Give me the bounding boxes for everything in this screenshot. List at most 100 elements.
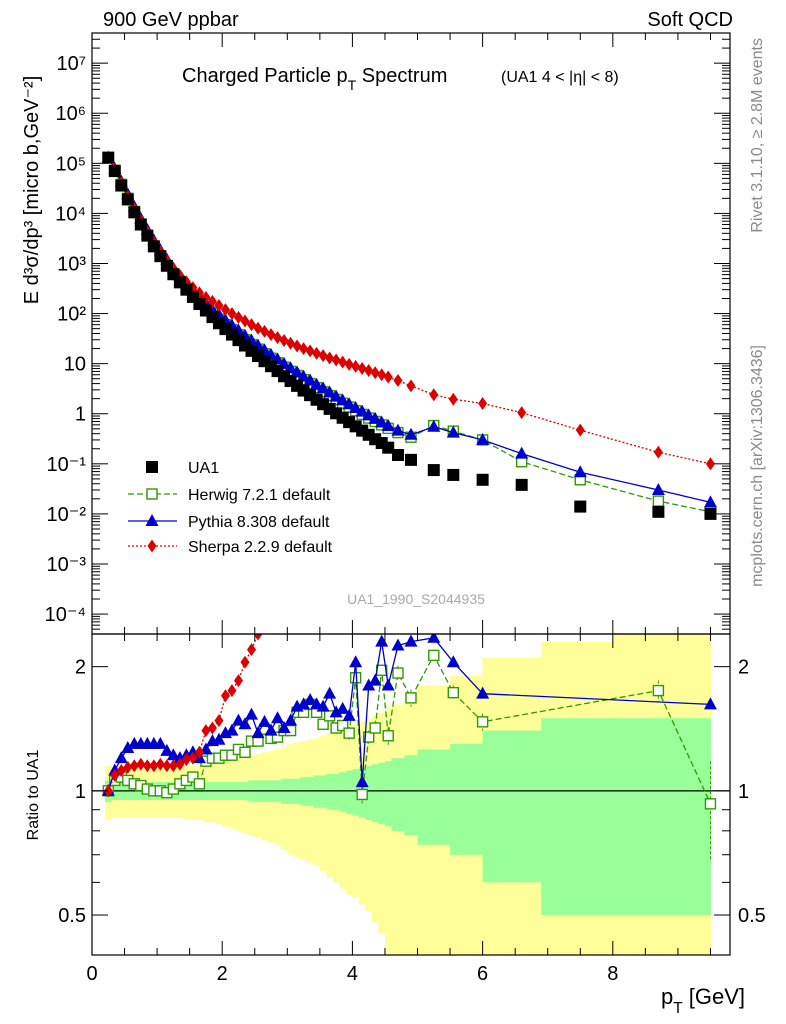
main-point xyxy=(286,336,296,350)
ratio-point xyxy=(271,731,284,743)
ratio-frame xyxy=(91,633,731,956)
ratio-point xyxy=(233,674,243,688)
ratio-point xyxy=(316,699,330,712)
ratio-point xyxy=(323,686,337,699)
ratio-point xyxy=(382,730,394,742)
main-point xyxy=(312,346,322,360)
legend-marker xyxy=(145,514,159,526)
main-point xyxy=(323,385,337,398)
ratio-band-inner-bin xyxy=(384,761,392,827)
ratio-point xyxy=(227,684,237,698)
main-point xyxy=(252,350,265,363)
ratio-point xyxy=(428,649,440,662)
ratio-point xyxy=(187,771,199,783)
main-point xyxy=(290,365,304,378)
main-point xyxy=(344,357,354,371)
ratio-point xyxy=(110,768,120,782)
ratio-point xyxy=(239,746,251,759)
main-point xyxy=(273,331,283,345)
main-point xyxy=(405,453,417,466)
main-point xyxy=(429,388,439,402)
y-tick-label-ratio-right: 2 xyxy=(738,657,749,679)
main-point xyxy=(705,457,715,471)
main-point xyxy=(370,366,380,380)
x-axis-label: pT [GeV] xyxy=(661,984,745,1017)
ratio-band-inner-bin xyxy=(417,749,451,845)
ratio-point xyxy=(342,708,356,721)
ratio-point xyxy=(238,717,252,730)
main-point xyxy=(653,445,663,459)
ratio-point xyxy=(181,753,191,767)
main-point xyxy=(393,374,403,388)
ratio-band-inner-bin xyxy=(332,773,340,810)
main-point xyxy=(108,165,121,178)
main-point xyxy=(214,298,224,312)
ratio-point xyxy=(251,726,265,739)
ratio-point xyxy=(193,778,206,790)
ratio-point xyxy=(362,731,375,743)
ratio-point xyxy=(226,749,238,761)
ratio-point xyxy=(405,692,417,704)
ratio-point xyxy=(355,775,369,788)
ratio-point xyxy=(284,713,298,726)
y-tick-label-ratio-right: 0.5 xyxy=(738,905,766,927)
main-point xyxy=(297,369,311,382)
ratio-point xyxy=(155,757,165,771)
ratio-point xyxy=(362,678,376,691)
header-right: Soft QCD xyxy=(647,9,733,31)
main-series-sherpa xyxy=(103,151,715,471)
legend-marker xyxy=(147,539,157,553)
ratio-point xyxy=(168,759,178,773)
main-point xyxy=(381,418,395,431)
main-point xyxy=(310,377,324,390)
ratio-series-layer xyxy=(92,613,730,860)
main-point xyxy=(427,464,440,477)
y-axis-label-ratio: Ratio to UA1 xyxy=(25,750,42,841)
ratio-band-inner-bin xyxy=(313,775,321,808)
ratio-band-inner-bin xyxy=(612,718,711,916)
side-label-mcplots: mcplots.cern.ch [arXiv:1306.3436] xyxy=(749,345,766,587)
main-point xyxy=(355,404,369,417)
ratio-band-inner-bin xyxy=(352,768,360,816)
ratio-point xyxy=(260,613,269,626)
ratio-point xyxy=(153,736,167,749)
ratio-band-inner-bin xyxy=(404,755,419,836)
main-point xyxy=(383,370,393,384)
main-point xyxy=(382,441,395,454)
ratio-point xyxy=(149,759,159,773)
y-tick-label-main: 10⁵ xyxy=(55,153,86,175)
ratio-point xyxy=(297,697,311,710)
ratio-point xyxy=(258,714,272,727)
ratio-point xyxy=(375,634,389,647)
main-point xyxy=(427,419,441,432)
main-series-line xyxy=(107,157,711,465)
chart-subtitle: (UA1 4 < |η| < 8) xyxy=(501,69,619,86)
header-left: 900 GeV ppbar xyxy=(103,9,239,31)
main-point xyxy=(704,507,717,520)
main-point xyxy=(342,397,356,410)
main-point xyxy=(316,381,330,394)
side-label-rivet: Rivet 3.1.10, ≥ 2.8M events xyxy=(749,38,766,233)
x-tick-label: 4 xyxy=(347,963,358,985)
main-point xyxy=(476,473,489,486)
ratio-point xyxy=(188,751,198,765)
legend-marker xyxy=(146,461,158,473)
legend-label: UA1 xyxy=(188,460,219,477)
y-tick-label-main: 10 xyxy=(64,354,86,376)
main-point xyxy=(478,397,488,411)
x-tick-label: 6 xyxy=(477,963,488,985)
main-point xyxy=(154,250,167,263)
ratio-point xyxy=(212,732,226,745)
legend: UA1 Herwig 7.2.1 default Pythia 8.308 defa… xyxy=(128,460,333,556)
main-point xyxy=(515,478,528,491)
main-point xyxy=(446,425,460,438)
ratio-point xyxy=(264,723,278,736)
y-tick-label-main: 10² xyxy=(57,304,86,326)
main-point xyxy=(651,483,665,496)
ratio-point xyxy=(136,757,146,771)
legend-label: Sherpa 2.2.9 default xyxy=(188,539,333,556)
main-point xyxy=(134,218,147,231)
ratio-band-inner-bin xyxy=(326,773,334,810)
main-point xyxy=(121,193,134,206)
